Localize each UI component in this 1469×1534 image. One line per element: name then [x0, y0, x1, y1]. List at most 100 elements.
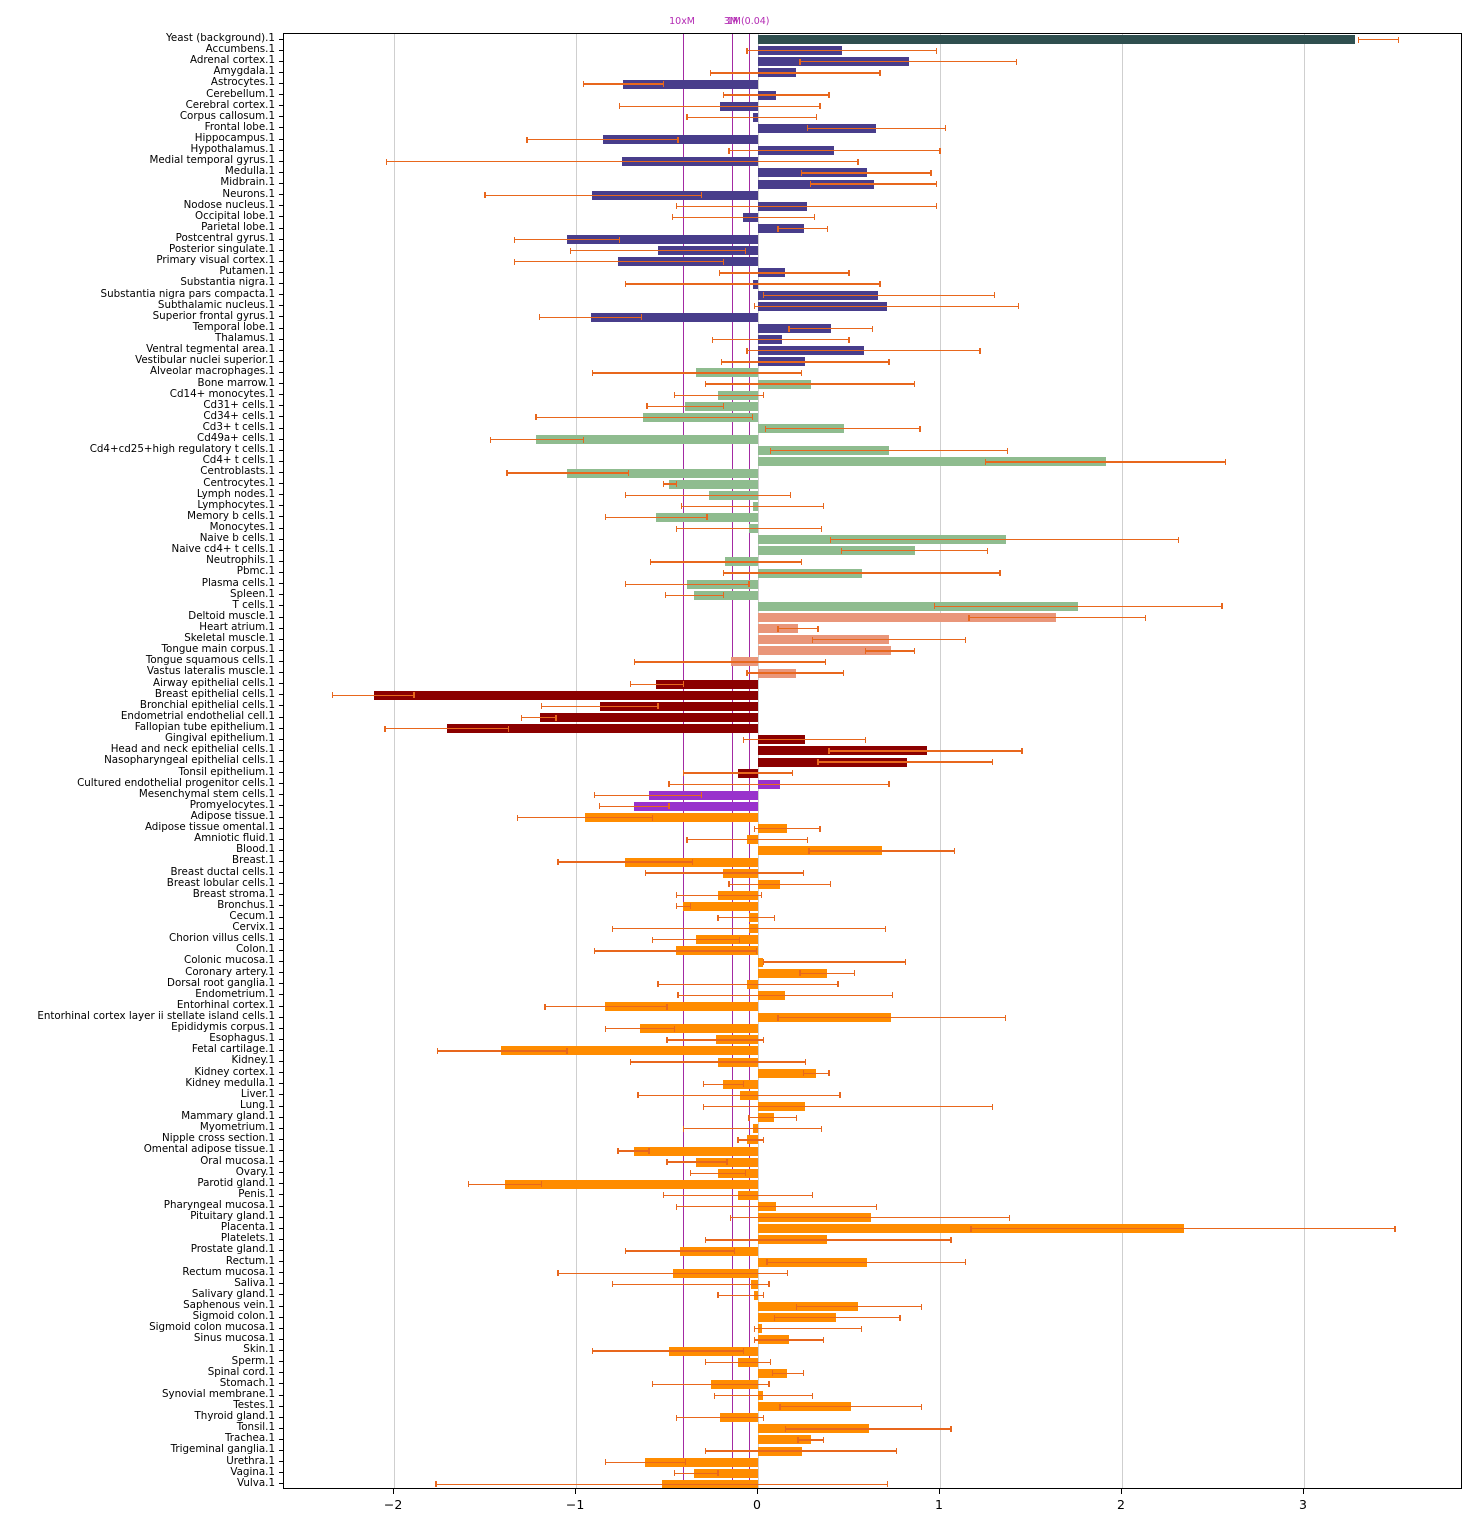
- error-bar-cap: [808, 847, 810, 854]
- error-bar: [803, 1072, 829, 1074]
- y-tick-mark: [279, 1005, 283, 1007]
- y-tick-label: Putamen.1: [219, 265, 275, 278]
- error-bar: [778, 627, 819, 630]
- y-tick-mark: [279, 1394, 283, 1396]
- error-bar-cap: [992, 759, 994, 765]
- error-bar: [674, 394, 764, 396]
- error-bar: [810, 183, 937, 185]
- bar: [758, 957, 764, 967]
- error-bar-cap: [872, 325, 874, 332]
- error-bar-cap: [879, 69, 881, 76]
- y-tick-mark: [279, 594, 283, 596]
- error-bar: [630, 683, 684, 685]
- y-tick-label: Neutrophils.1: [206, 554, 275, 567]
- error-bar-cap: [506, 470, 508, 477]
- error-bar-cap: [651, 814, 654, 821]
- y-tick-mark: [279, 349, 283, 351]
- y-tick-mark: [279, 1405, 283, 1407]
- error-bar-cap: [779, 1403, 781, 1410]
- y-tick-mark: [279, 1283, 283, 1285]
- error-bar: [970, 1228, 1395, 1230]
- y-tick-mark: [279, 927, 283, 929]
- error-bar: [617, 1150, 649, 1152]
- error-bar-cap: [788, 325, 790, 332]
- y-tick-mark: [279, 727, 283, 729]
- y-tick-mark: [279, 1183, 283, 1185]
- bar: [566, 235, 759, 245]
- error-bar-cap: [675, 903, 677, 910]
- bar: [536, 435, 759, 445]
- y-tick-label: Cerebral cortex.1: [185, 98, 275, 111]
- error-bar: [747, 672, 844, 674]
- error-bar: [754, 1328, 862, 1330]
- y-tick-mark: [279, 772, 283, 774]
- y-tick-label: Thyroid gland.1: [194, 1410, 275, 1423]
- y-tick-label: Breast epithelial cells.1: [154, 687, 275, 700]
- y-tick-mark: [279, 761, 283, 762]
- error-bar: [705, 1361, 771, 1363]
- y-tick-mark: [279, 1150, 283, 1151]
- error-bar: [468, 1183, 542, 1185]
- error-bar: [541, 705, 658, 708]
- error-bar: [435, 1483, 888, 1486]
- y-tick-label: Cd34+ cells.1: [203, 409, 275, 422]
- bar: [758, 35, 1355, 45]
- error-bar: [812, 639, 966, 641]
- error-bar-cap: [700, 192, 703, 199]
- error-bar: [748, 1117, 797, 1119]
- error-bar-cap: [828, 1070, 830, 1077]
- error-bar-cap: [822, 1336, 825, 1343]
- error-bar-cap: [753, 825, 756, 832]
- error-bar: [808, 850, 955, 852]
- y-tick-mark: [279, 49, 283, 51]
- error-bar-cap: [822, 1436, 825, 1443]
- error-bar-cap: [675, 525, 677, 532]
- error-bar: [718, 916, 775, 919]
- error-bar: [645, 872, 804, 874]
- error-bar-cap: [777, 1014, 779, 1021]
- x-tick-label: −1: [565, 1497, 585, 1512]
- y-tick-label: Substantia nigra pars compacta.1: [100, 287, 275, 300]
- y-tick-mark: [279, 572, 283, 574]
- y-tick-mark: [279, 705, 283, 707]
- bar: [639, 1024, 759, 1034]
- error-bar-cap: [1144, 614, 1147, 621]
- error-bar: [754, 305, 1019, 307]
- error-bar-cap: [691, 859, 694, 866]
- x-tick-mark: [757, 1489, 759, 1494]
- error-bar-cap: [742, 736, 745, 743]
- y-tick-mark: [279, 138, 283, 140]
- error-bar-cap: [761, 892, 763, 899]
- error-bar-cap: [604, 514, 606, 521]
- y-tick-mark: [279, 171, 283, 173]
- error-bar-cap: [886, 1481, 888, 1488]
- error-bar: [703, 1083, 744, 1085]
- error-bar: [779, 1405, 922, 1408]
- y-tick-mark: [279, 205, 283, 207]
- error-bar-cap: [992, 1103, 994, 1110]
- error-bar: [829, 750, 1022, 752]
- y-tick-mark: [279, 60, 283, 62]
- error-bar: [676, 1417, 764, 1419]
- error-bar: [677, 994, 893, 997]
- y-tick-mark: [279, 1250, 283, 1252]
- error-bar: [650, 561, 802, 563]
- y-tick-mark: [279, 672, 283, 674]
- error-bar-cap: [875, 1203, 877, 1210]
- error-bar: [545, 1005, 668, 1008]
- error-bar-cap: [544, 1003, 546, 1010]
- y-tick-label: Centrocytes.1: [203, 476, 275, 489]
- error-bar-cap: [722, 258, 725, 265]
- y-tick-label: Endometrium.1: [195, 987, 275, 1000]
- y-tick-label: Pharyngeal mucosa.1: [163, 1198, 275, 1211]
- error-bar-cap: [686, 836, 688, 843]
- y-tick-mark: [279, 849, 283, 851]
- error-bar-cap: [950, 1236, 952, 1243]
- y-tick-label: Kidney.1: [231, 1054, 275, 1067]
- error-bar-cap: [1006, 447, 1008, 454]
- error-bar-cap: [633, 658, 635, 665]
- error-bar-cap: [624, 1248, 626, 1255]
- error-bar: [747, 350, 981, 352]
- error-bar: [592, 372, 802, 374]
- error-bar: [730, 1217, 1010, 1219]
